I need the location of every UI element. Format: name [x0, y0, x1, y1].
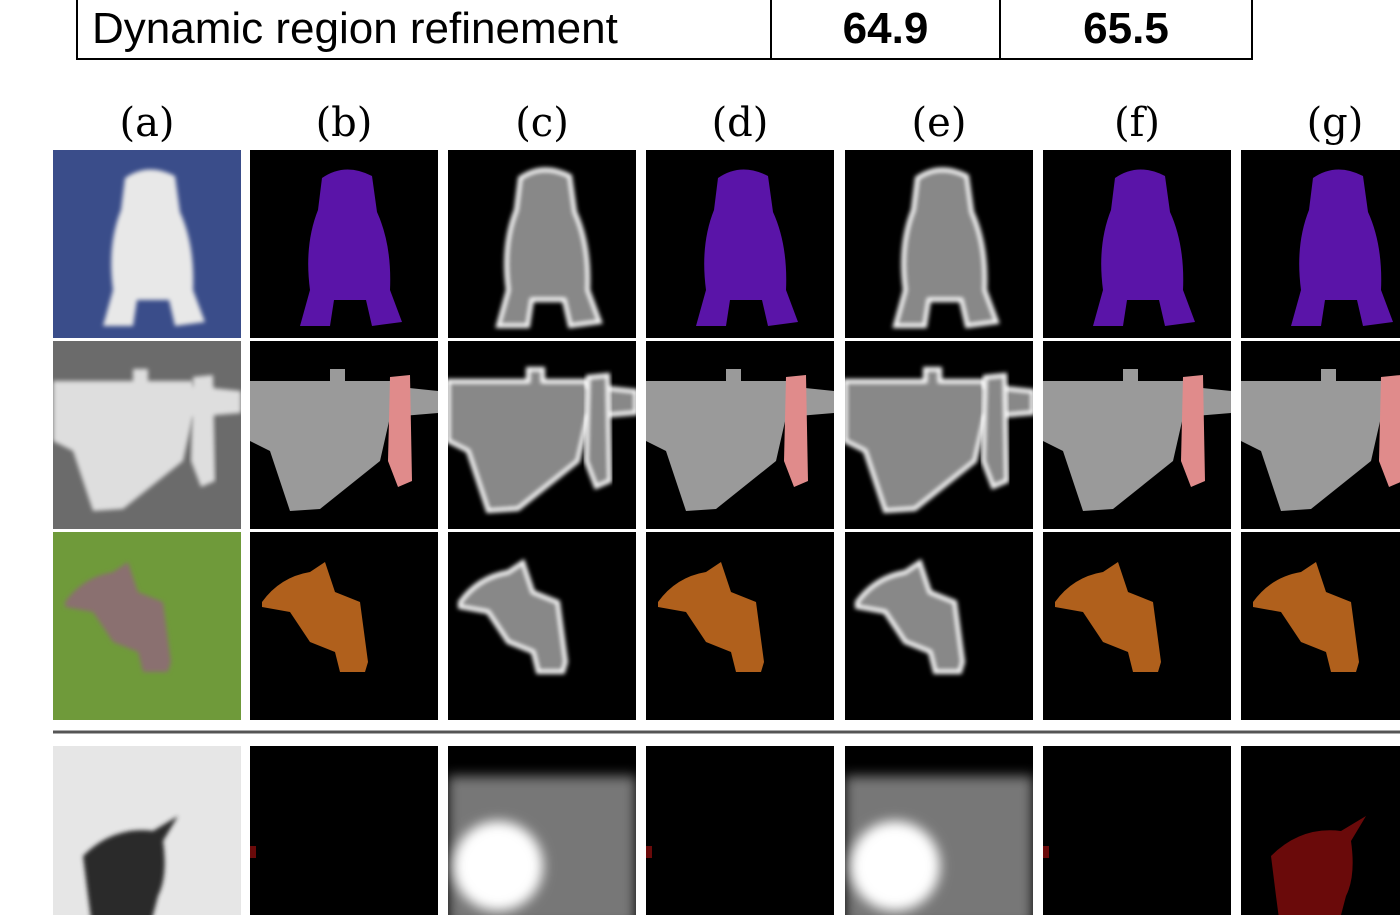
tile-content: [250, 341, 438, 529]
tile-content: [1241, 532, 1400, 720]
tile-content: [250, 532, 438, 720]
tile-bg: [646, 746, 834, 915]
tile-content: [53, 150, 241, 338]
tile-content: [1043, 746, 1231, 915]
segment: [646, 846, 652, 858]
segment: [1181, 375, 1205, 487]
tile-content: [1241, 150, 1400, 338]
image-tile: [1241, 150, 1400, 338]
segment: [1043, 846, 1049, 858]
tile-content: [53, 746, 241, 915]
image-tile: [845, 150, 1033, 338]
tile-content: [646, 341, 834, 529]
column-label: (a): [119, 100, 174, 146]
image-tile: [1043, 746, 1231, 915]
image-tile: [1043, 341, 1231, 529]
segment: [784, 375, 808, 487]
tile-content: [1043, 341, 1231, 529]
segment: [388, 375, 412, 487]
page: Dynamic region refinement 64.9 65.5 (a)(…: [0, 0, 1400, 915]
image-tile: [845, 532, 1033, 720]
image-tile: [53, 532, 241, 720]
tile-content: [448, 746, 636, 915]
column-label: (b): [316, 100, 373, 146]
tile-content: [53, 532, 241, 720]
tile-content: [448, 341, 636, 529]
tile-content: [1043, 150, 1231, 338]
image-tile: [1043, 150, 1231, 338]
photo-object: [191, 375, 215, 487]
saliency-glow: [453, 821, 543, 911]
column-label: (f): [1114, 100, 1160, 146]
image-tile: [448, 746, 636, 915]
image-tile: [53, 746, 241, 915]
image-tile: [845, 746, 1033, 915]
column-label: (e): [912, 100, 967, 146]
tile-content: [250, 150, 438, 338]
image-tile: [53, 341, 241, 529]
tile-content: [448, 532, 636, 720]
tile-content: [845, 746, 1033, 915]
tile-content: [1043, 532, 1231, 720]
column-label: (c): [515, 100, 569, 146]
image-tile: [53, 150, 241, 338]
tile-content: [1241, 746, 1400, 915]
image-tile: [1241, 341, 1400, 529]
saliency-glow: [850, 821, 940, 911]
tile-content: [845, 341, 1033, 529]
image-tile: [448, 532, 636, 720]
tile-bg: [250, 746, 438, 915]
image-tile: [250, 150, 438, 338]
image-tile: [250, 532, 438, 720]
tile-content: [646, 150, 834, 338]
tile-content: [1241, 341, 1400, 529]
tile-content: [646, 532, 834, 720]
tile-content: [250, 746, 438, 915]
tile-content: [845, 150, 1033, 338]
image-tile: [1043, 532, 1231, 720]
tile-bg: [1043, 746, 1231, 915]
tile-content: [448, 150, 636, 338]
saliency-glow: [983, 375, 1007, 487]
figure: (a) (b) (c) (d) (e) (f) (g): [0, 0, 1400, 915]
tile-content: [53, 341, 241, 529]
image-tile: [646, 341, 834, 529]
image-tile: [646, 746, 834, 915]
image-tile: [646, 150, 834, 338]
image-tile: [448, 341, 636, 529]
image-tile: [250, 746, 438, 915]
image-tile: [646, 532, 834, 720]
image-tile: [1241, 746, 1400, 915]
image-tile: [250, 341, 438, 529]
image-tile: [1241, 532, 1400, 720]
saliency-glow: [586, 375, 610, 487]
image-tile: [845, 341, 1033, 529]
tile-content: [646, 746, 834, 915]
column-label: (d): [712, 100, 769, 146]
image-tile: [448, 150, 636, 338]
segment: [250, 846, 256, 858]
tile-content: [845, 532, 1033, 720]
column-label: (g): [1307, 100, 1364, 146]
